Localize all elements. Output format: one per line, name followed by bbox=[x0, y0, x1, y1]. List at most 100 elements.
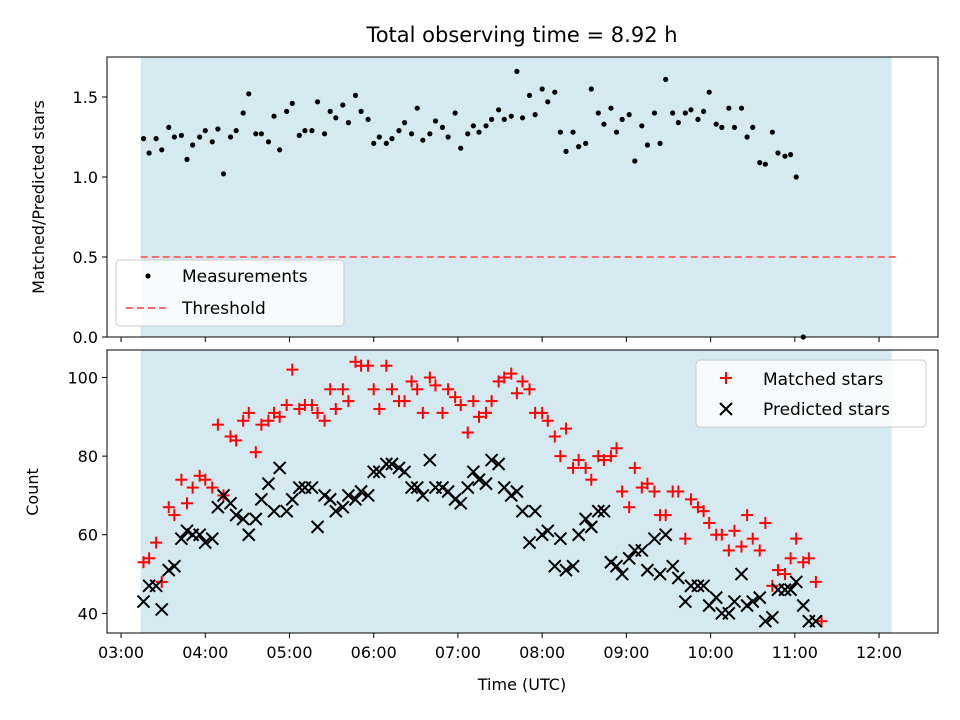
predicted-star-point bbox=[658, 528, 673, 542]
predicted-star-point bbox=[410, 480, 424, 495]
measurement-point bbox=[762, 161, 768, 167]
measurement-point bbox=[153, 136, 159, 142]
measurement-point bbox=[713, 121, 719, 127]
x-tick-label: 04:00 bbox=[182, 643, 228, 662]
matched-star-point bbox=[746, 532, 759, 545]
measurement-point bbox=[140, 136, 147, 142]
predicted-star-point bbox=[461, 480, 475, 495]
measurement-point bbox=[470, 123, 476, 129]
bottom-y-tick-label: 40 bbox=[78, 604, 98, 623]
predicted-star-point bbox=[553, 531, 568, 546]
predicted-star-point bbox=[566, 559, 580, 573]
matched-star-point bbox=[585, 473, 598, 486]
measurement-point bbox=[613, 129, 620, 135]
bottom-y-axis: 40 60 80 100 bbox=[67, 369, 107, 623]
measurement-point bbox=[277, 147, 283, 153]
measurement-point bbox=[639, 123, 645, 129]
matched-star-point bbox=[766, 579, 779, 592]
measurement-point bbox=[583, 140, 589, 146]
predicted-star-point bbox=[254, 492, 269, 507]
matched-star-point bbox=[753, 544, 766, 557]
predicted-star-point bbox=[435, 480, 450, 495]
measurement-point bbox=[595, 110, 601, 116]
matched-star-point bbox=[672, 485, 685, 498]
predicted-star-point bbox=[622, 551, 636, 566]
matched-star-point bbox=[143, 552, 156, 565]
measurement-point bbox=[688, 107, 694, 113]
legend-predicted-marker bbox=[719, 402, 733, 416]
bottom-y-tick-label: 60 bbox=[78, 526, 98, 545]
measurement-point bbox=[738, 105, 745, 111]
matched-star-point bbox=[429, 379, 442, 392]
predicted-star-point bbox=[484, 453, 499, 467]
measurement-point bbox=[427, 131, 433, 137]
predicted-star-point bbox=[571, 528, 586, 542]
measurement-point bbox=[663, 76, 669, 82]
measurement-point bbox=[240, 110, 246, 116]
measurement-point bbox=[376, 134, 382, 140]
predicted-star-point bbox=[765, 610, 780, 624]
predicted-star-point bbox=[472, 473, 486, 487]
legend-predicted-label: Predicted stars bbox=[763, 400, 890, 420]
matched-star-point bbox=[342, 395, 355, 408]
predicted-star-point bbox=[379, 457, 394, 471]
measurement-point bbox=[608, 105, 614, 111]
matched-star-point bbox=[329, 402, 342, 415]
predicted-star-point bbox=[292, 480, 307, 495]
bottom-y-tick-label: 80 bbox=[78, 447, 98, 466]
measurement-point bbox=[576, 144, 582, 150]
measurement-point bbox=[352, 92, 359, 98]
predicted-star-point bbox=[796, 598, 810, 613]
bottom-plot-area bbox=[136, 355, 828, 628]
matched-star-point bbox=[480, 406, 493, 419]
measurement-point bbox=[682, 110, 688, 116]
predicted-star-point bbox=[366, 465, 381, 479]
bottom-panel: 40 60 80 100 03:00 04:00 05:00 06:00 07:00 08:00… bbox=[23, 337, 939, 694]
measurement-point bbox=[476, 129, 482, 135]
measurement-point bbox=[719, 124, 725, 130]
bottom-legend: Matched stars Predicted stars bbox=[695, 359, 927, 428]
matched-star-point bbox=[703, 516, 716, 529]
measurement-point bbox=[445, 134, 451, 140]
matched-star-point bbox=[442, 383, 455, 396]
predicted-star-point bbox=[510, 484, 524, 499]
matched-star-point bbox=[311, 406, 324, 419]
matched-star-point bbox=[790, 532, 803, 545]
predicted-star-point bbox=[528, 504, 542, 518]
predicted-star-point bbox=[305, 480, 319, 495]
matched-star-point bbox=[230, 434, 243, 447]
matched-star-point bbox=[759, 516, 772, 529]
bottom-axes-frame bbox=[106, 349, 939, 634]
x-axis-label: Time (UTC) bbox=[477, 675, 566, 694]
matched-star-point bbox=[784, 552, 797, 565]
measurement-point bbox=[253, 131, 259, 137]
measurement-point bbox=[489, 116, 495, 122]
top-axes-frame bbox=[106, 56, 939, 338]
matched-star-point bbox=[467, 395, 480, 408]
matched-star-point bbox=[679, 532, 692, 545]
matched-star-point bbox=[623, 501, 636, 514]
measurement-point bbox=[178, 132, 184, 138]
measurement-point bbox=[757, 160, 763, 166]
matched-star-point bbox=[175, 473, 188, 486]
measurement-point bbox=[327, 108, 333, 114]
predicted-star-point bbox=[789, 575, 803, 589]
measurement-point bbox=[508, 113, 514, 119]
predicted-star-point bbox=[778, 583, 792, 597]
predicted-star-point bbox=[504, 488, 518, 503]
predicted-star-point bbox=[709, 590, 723, 605]
matched-star-point bbox=[237, 414, 250, 427]
matched-star-point bbox=[449, 391, 462, 404]
predicted-star-point bbox=[423, 453, 437, 467]
predicted-star-point bbox=[348, 492, 363, 507]
x-tick-label: 09:00 bbox=[603, 643, 649, 662]
matched-star-point bbox=[423, 371, 436, 384]
matched-star-point bbox=[604, 450, 617, 463]
measurement-point bbox=[314, 99, 321, 105]
matched-star-point bbox=[516, 375, 529, 388]
measurement-point bbox=[532, 112, 538, 118]
matched-star-point bbox=[802, 552, 815, 565]
measurement-point bbox=[197, 134, 203, 140]
predicted-star-point bbox=[392, 461, 406, 475]
measurement-point bbox=[321, 131, 328, 137]
